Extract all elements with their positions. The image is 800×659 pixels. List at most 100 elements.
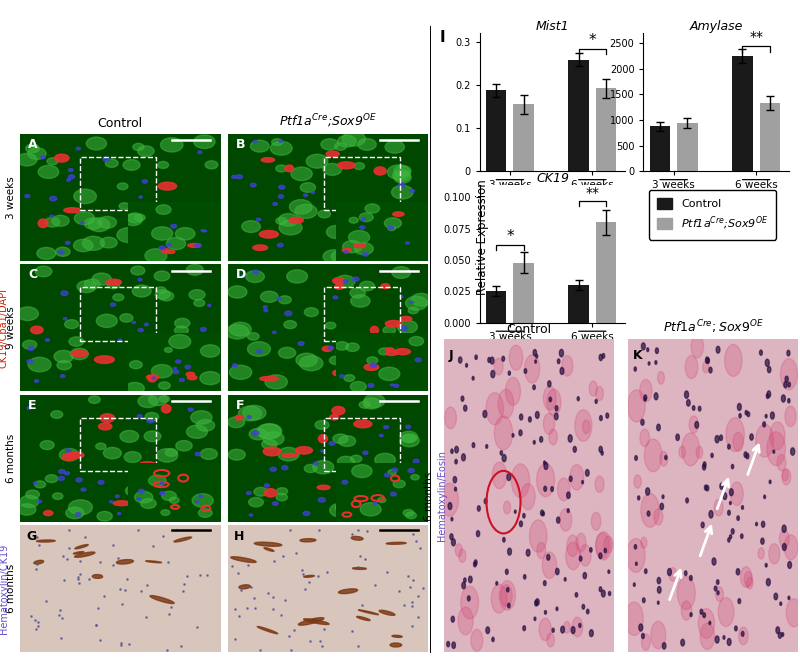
Circle shape [441,483,458,516]
Circle shape [27,360,33,364]
Circle shape [788,399,790,403]
Circle shape [201,345,220,357]
Circle shape [723,636,725,639]
Circle shape [733,432,743,451]
Circle shape [596,532,611,560]
Text: J: J [449,349,454,362]
Circle shape [711,453,714,457]
Circle shape [555,568,559,575]
Circle shape [38,500,42,503]
Circle shape [352,465,372,478]
Circle shape [282,466,288,470]
Circle shape [575,592,578,597]
Ellipse shape [258,627,278,634]
Ellipse shape [304,619,329,625]
Ellipse shape [322,346,332,351]
Circle shape [406,425,410,428]
Circle shape [361,509,382,522]
Circle shape [61,291,68,295]
Circle shape [524,368,526,374]
Bar [514,262,534,323]
Text: Control: Control [506,323,551,336]
Circle shape [742,631,744,637]
Circle shape [314,462,318,465]
Ellipse shape [370,326,378,334]
Circle shape [782,469,788,481]
Circle shape [543,413,554,434]
Circle shape [70,348,89,360]
Circle shape [123,159,140,171]
Circle shape [321,139,338,150]
Ellipse shape [43,511,53,515]
Circle shape [567,535,578,556]
Circle shape [27,407,31,409]
Circle shape [446,641,450,646]
Circle shape [179,359,186,363]
Circle shape [365,204,379,213]
Circle shape [782,395,786,402]
Circle shape [346,240,350,242]
Circle shape [295,204,317,218]
Circle shape [273,202,278,206]
Circle shape [686,399,690,406]
Ellipse shape [374,167,386,175]
Ellipse shape [37,540,55,542]
Circle shape [662,643,666,649]
Circle shape [390,492,396,496]
Circle shape [525,355,540,383]
Circle shape [400,434,419,447]
Circle shape [360,217,367,222]
Circle shape [715,587,723,602]
Circle shape [533,349,537,356]
Circle shape [313,461,334,474]
Circle shape [142,180,147,183]
Circle shape [558,359,560,364]
Circle shape [142,214,159,225]
Ellipse shape [150,596,174,604]
Circle shape [346,343,359,351]
Bar [568,60,589,171]
Circle shape [767,391,770,397]
Circle shape [410,189,414,192]
Text: I: I [440,30,446,45]
Text: **: ** [749,30,763,44]
Circle shape [170,498,179,503]
Ellipse shape [334,285,344,289]
Circle shape [539,618,551,641]
Circle shape [730,501,731,505]
Bar [324,418,400,471]
Circle shape [25,194,30,198]
Circle shape [717,580,719,585]
Circle shape [258,424,282,439]
Circle shape [328,346,334,350]
Text: CK19/Cpa1/DAPI: CK19/Cpa1/DAPI [0,288,9,368]
Circle shape [491,585,507,613]
Circle shape [278,195,284,198]
Circle shape [174,326,188,335]
Circle shape [759,350,762,355]
Circle shape [35,266,52,277]
Circle shape [17,154,37,166]
Circle shape [394,384,398,387]
Circle shape [166,237,186,250]
Circle shape [720,483,723,489]
Circle shape [98,480,104,484]
Circle shape [257,424,281,439]
Circle shape [160,482,164,484]
Circle shape [252,431,259,436]
Circle shape [523,626,526,631]
Circle shape [454,446,458,453]
Ellipse shape [262,158,274,162]
Bar [677,123,698,171]
Circle shape [198,151,202,154]
Circle shape [451,616,454,622]
Circle shape [226,325,249,339]
Ellipse shape [100,414,114,422]
Circle shape [360,348,383,362]
Circle shape [448,503,452,509]
Circle shape [536,599,539,605]
Circle shape [47,158,58,165]
Circle shape [76,478,82,482]
Circle shape [174,318,190,328]
Circle shape [494,358,503,375]
